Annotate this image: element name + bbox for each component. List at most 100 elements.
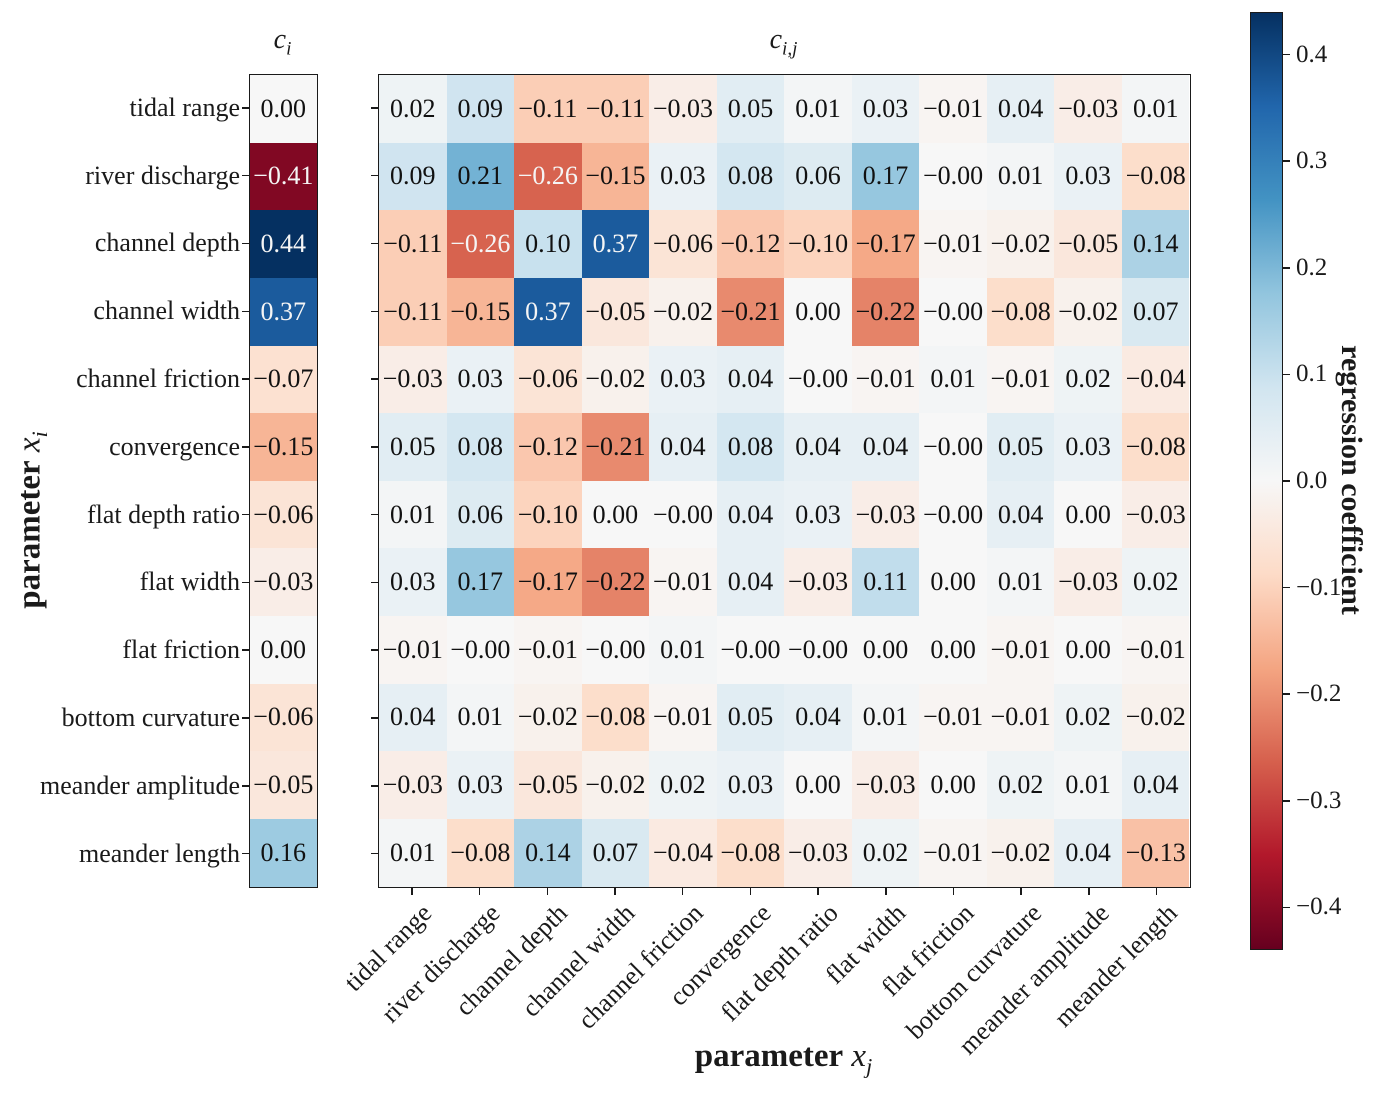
cij-cell: 0.00 bbox=[919, 616, 987, 684]
cij-cell: −0.26 bbox=[514, 142, 582, 211]
cij-cell: −0.17 bbox=[514, 548, 582, 616]
cij-cell: −0.15 bbox=[581, 142, 650, 211]
ci-cell: −0.07 bbox=[250, 345, 317, 414]
cij-cell: −0.01 bbox=[986, 616, 1055, 684]
y-tick-mark bbox=[242, 242, 249, 245]
y-tick-mark bbox=[371, 649, 378, 651]
cij-cell: 0.10 bbox=[514, 210, 582, 278]
cij-cell: −0.01 bbox=[919, 210, 987, 278]
y-tick-mark bbox=[242, 581, 249, 584]
cij-cell: −0.04 bbox=[1121, 345, 1190, 414]
cij-cell: 0.03 bbox=[784, 480, 852, 549]
cij-cell: −0.08 bbox=[1121, 413, 1190, 481]
cij-cell: −0.02 bbox=[581, 345, 650, 414]
cij-cell: −0.05 bbox=[581, 277, 650, 346]
y-tick-mark bbox=[242, 310, 249, 313]
cij-cell: 0.04 bbox=[649, 413, 717, 481]
cij-cell: 0.01 bbox=[784, 75, 852, 143]
cij-cell: −0.03 bbox=[784, 818, 852, 887]
cij-cell: 0.02 bbox=[851, 818, 920, 887]
cij-cell: 0.02 bbox=[1121, 548, 1190, 616]
colorbar-tick-label: 0.2 bbox=[1296, 253, 1328, 281]
cij-cell: −0.03 bbox=[1121, 480, 1190, 549]
y-tick-mark bbox=[371, 242, 378, 245]
cij-cell: 0.04 bbox=[379, 683, 447, 752]
cij-cell: 0.04 bbox=[784, 683, 852, 752]
colorbar-tick-label: −0.2 bbox=[1296, 680, 1342, 708]
cij-cell: 0.01 bbox=[649, 616, 717, 684]
y-tick-mark bbox=[242, 446, 249, 448]
y-tick-label: meander length bbox=[79, 838, 240, 868]
cij-cell: −0.02 bbox=[649, 277, 717, 346]
cij-cell: −0.10 bbox=[514, 480, 582, 549]
ci-title-var: c bbox=[273, 24, 287, 55]
cij-cell: −0.02 bbox=[581, 751, 650, 819]
cij-cell: 0.00 bbox=[1054, 480, 1122, 549]
x-axis-title-text: parameter bbox=[694, 1038, 844, 1074]
cij-cell: 0.00 bbox=[919, 751, 987, 819]
cij-cell: 0.08 bbox=[716, 142, 785, 211]
cij-cell: 0.00 bbox=[784, 751, 852, 819]
cij-cell: 0.21 bbox=[446, 142, 515, 211]
cij-cell: 0.05 bbox=[716, 75, 785, 143]
ci-title-sub: i bbox=[286, 38, 292, 60]
cij-cell: 0.04 bbox=[986, 480, 1055, 549]
x-tick-mark bbox=[1088, 887, 1090, 895]
cij-heatmap: 0.02 0.09 −0.11 −0.11 −0.03 0.05 0.01 0.03 −0.01… bbox=[378, 74, 1191, 888]
cij-cell: 0.00 bbox=[1054, 616, 1122, 684]
cij-cell: −0.26 bbox=[446, 210, 515, 278]
y-tick-mark bbox=[242, 513, 249, 516]
cij-cell: 0.04 bbox=[851, 413, 920, 481]
colorbar bbox=[1250, 12, 1283, 950]
cij-cell: −0.03 bbox=[851, 480, 920, 549]
y-tick-mark bbox=[242, 107, 249, 109]
ci-cell: −0.05 bbox=[250, 751, 317, 819]
cij-cell: −0.00 bbox=[784, 345, 852, 414]
cij-cell: −0.01 bbox=[379, 616, 447, 684]
ci-cell: −0.15 bbox=[250, 413, 317, 481]
cij-cell: −0.02 bbox=[986, 818, 1055, 887]
cij-cell: 0.03 bbox=[716, 751, 785, 819]
cij-cell: −0.04 bbox=[649, 818, 717, 887]
ci-cell: 0.00 bbox=[250, 75, 317, 143]
cij-cell: 0.37 bbox=[581, 210, 650, 278]
y-tick-label: flat friction bbox=[122, 635, 240, 665]
cij-cell: 0.03 bbox=[649, 142, 717, 211]
cij-cell: −0.06 bbox=[649, 210, 717, 278]
cij-cell: −0.08 bbox=[581, 683, 650, 752]
cij-cell: 0.05 bbox=[379, 413, 447, 481]
colorbar-tick-mark bbox=[1283, 373, 1290, 376]
x-tick-mark bbox=[1020, 887, 1022, 895]
cij-cell: 0.06 bbox=[784, 142, 852, 211]
colorbar-tick-label: 0.4 bbox=[1296, 40, 1328, 68]
cij-cell: 0.00 bbox=[851, 616, 920, 684]
y-tick-mark bbox=[242, 649, 249, 651]
cij-cell: −0.00 bbox=[919, 413, 987, 481]
x-tick-label: meander length bbox=[1048, 897, 1183, 1033]
cij-cell: −0.01 bbox=[649, 548, 717, 616]
y-tick-mark bbox=[371, 107, 378, 109]
y-tick-mark bbox=[371, 513, 378, 516]
cij-cell: −0.01 bbox=[514, 616, 582, 684]
y-tick-mark bbox=[371, 852, 378, 855]
cij-cell: 0.02 bbox=[986, 751, 1055, 819]
x-tick-mark bbox=[614, 887, 616, 895]
cij-cell: 0.01 bbox=[919, 345, 987, 414]
cij-cell: 0.02 bbox=[379, 75, 447, 143]
cij-title-var: c bbox=[769, 24, 783, 55]
y-tick-mark bbox=[371, 785, 378, 787]
cij-cell: 0.01 bbox=[851, 683, 920, 752]
y-tick-label: channel friction bbox=[76, 364, 240, 394]
cij-cell: −0.01 bbox=[986, 683, 1055, 752]
colorbar-tick-mark bbox=[1283, 586, 1290, 589]
cij-cell: −0.10 bbox=[784, 210, 852, 278]
cij-cell: 0.37 bbox=[514, 277, 582, 346]
cij-cell: 0.09 bbox=[446, 75, 515, 143]
cij-cell: −0.11 bbox=[581, 75, 650, 143]
cij-cell: 0.17 bbox=[851, 142, 920, 211]
cij-cell: −0.21 bbox=[581, 413, 650, 481]
x-tick-mark bbox=[411, 887, 413, 895]
colorbar-tick-mark bbox=[1283, 693, 1290, 695]
y-tick-mark bbox=[371, 174, 378, 177]
cij-cell: −0.01 bbox=[1121, 616, 1190, 684]
